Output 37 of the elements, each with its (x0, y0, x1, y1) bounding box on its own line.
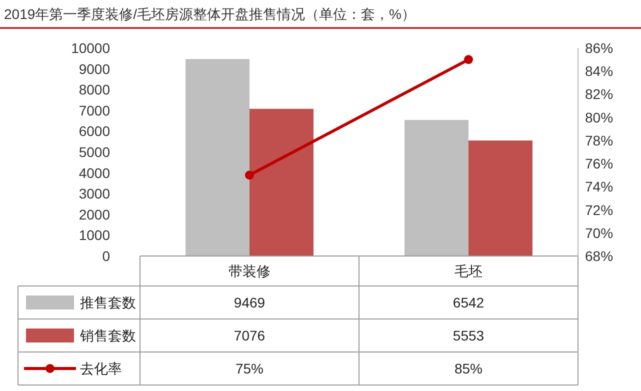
y2-tick-label: 76% (585, 156, 614, 172)
y-tick-label: 2000 (78, 206, 110, 222)
y2-tick-label: 72% (585, 202, 614, 218)
y2-tick-label: 80% (585, 109, 614, 126)
y2-tick-label: 74% (585, 178, 614, 195)
data-label: 6542 (452, 294, 484, 310)
y-tick-label: 4000 (78, 164, 110, 181)
chart-title: 2019年第一季度装修/毛坯房源整体开盘推售情况（单位：套，%） (4, 6, 416, 22)
y-tick-label: 1000 (78, 227, 110, 244)
y-tick-label: 8000 (78, 82, 110, 98)
bar (250, 108, 314, 256)
y-tick-label: 5000 (78, 144, 110, 160)
data-label: 7076 (234, 328, 266, 344)
legend-label: 去化率 (80, 360, 122, 376)
y-tick-label: 9000 (78, 60, 110, 77)
y2-tick-label: 78% (585, 132, 614, 148)
y-tick-label: 6000 (78, 123, 110, 140)
data-label: 5553 (452, 328, 484, 344)
y-tick-label: 3000 (78, 186, 110, 202)
y2-tick-label: 84% (585, 63, 614, 80)
bar (186, 59, 250, 256)
y-tick-label: 10000 (71, 40, 110, 56)
bar (404, 120, 468, 256)
data-label: 85% (454, 360, 483, 376)
x-tick-label: 带装修 (228, 263, 270, 279)
y-tick-label: 7000 (78, 102, 110, 118)
y2-tick-label: 68% (585, 248, 614, 264)
bar (468, 140, 532, 256)
y2-tick-label: 70% (585, 224, 614, 241)
x-tick-label: 毛坯 (454, 263, 482, 279)
y2-tick-label: 86% (585, 40, 614, 56)
data-label: 9469 (234, 294, 266, 310)
y-tick-label: 0 (102, 248, 110, 264)
y2-tick-label: 82% (585, 86, 614, 102)
data-label: 75% (235, 360, 264, 376)
legend-label: 推售套数 (80, 294, 136, 310)
legend-label: 销售套数 (79, 328, 136, 344)
